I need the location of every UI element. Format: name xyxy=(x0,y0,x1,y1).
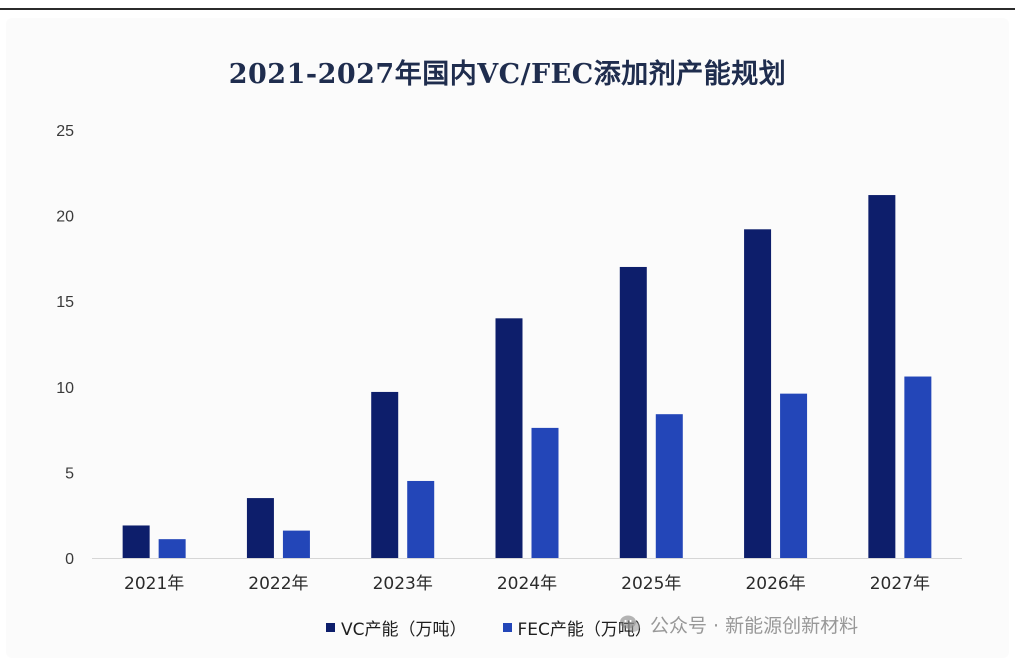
vc-bar-0 xyxy=(122,525,150,558)
watermark: 公众号 · 新能源创新材料 xyxy=(618,608,858,640)
watermark-text: 公众号 · 新能源创新材料 xyxy=(650,614,859,637)
bars xyxy=(122,195,932,558)
legend: VC产能（万吨） FEC产能（万吨） xyxy=(326,614,688,640)
legend-label-vc: VC产能（万吨） xyxy=(341,619,467,640)
legend-label-fec: FEC产能（万吨） xyxy=(517,619,652,640)
fec-bar-2 xyxy=(407,480,435,558)
vc-bar-1 xyxy=(246,498,274,558)
x-category-label: 2025年 xyxy=(621,574,681,594)
legend-swatch-vc xyxy=(326,622,335,632)
fec-bar-4 xyxy=(655,414,683,558)
legend-item-fec: FEC产能（万吨） xyxy=(502,615,652,640)
x-axis-labels: 2021年 2022年 2023年 2024年 2025年 2026年 2027年 xyxy=(124,574,930,594)
x-category-label: 2026年 xyxy=(745,574,805,594)
x-category-label: 2022年 xyxy=(248,574,308,594)
y-tick-label: 10 xyxy=(56,380,74,397)
y-tick-label: 15 xyxy=(56,294,74,311)
vc-bar-2 xyxy=(371,391,399,558)
fec-bar-3 xyxy=(531,427,559,558)
chart-title: 2021-2027年国内VC/FEC添加剂产能规划 xyxy=(228,59,787,90)
y-axis-ticks: 0 5 10 15 20 25 xyxy=(56,123,74,568)
x-category-label: 2027年 xyxy=(870,574,930,594)
legend-item-vc: VC产能（万吨） xyxy=(326,615,467,640)
x-category-label: 2023年 xyxy=(373,574,433,594)
y-tick-label: 20 xyxy=(56,209,74,226)
vc-bar-5 xyxy=(744,229,772,558)
wechat-icon xyxy=(620,615,640,632)
y-tick-label: 25 xyxy=(56,123,74,140)
fec-bar-5 xyxy=(780,393,808,558)
fec-bar-1 xyxy=(282,530,310,558)
vc-bar-4 xyxy=(619,266,647,558)
x-category-label: 2024年 xyxy=(497,574,557,594)
x-category-label: 2021年 xyxy=(124,574,184,594)
y-tick-label: 5 xyxy=(65,465,74,482)
legend-swatch-fec xyxy=(502,622,512,632)
vc-bar-3 xyxy=(495,318,523,558)
top-rule xyxy=(0,8,1015,10)
y-tick-label: 0 xyxy=(65,551,74,568)
fec-bar-0 xyxy=(158,539,186,558)
vc-bar-6 xyxy=(868,195,896,558)
fec-bar-6 xyxy=(904,376,932,558)
